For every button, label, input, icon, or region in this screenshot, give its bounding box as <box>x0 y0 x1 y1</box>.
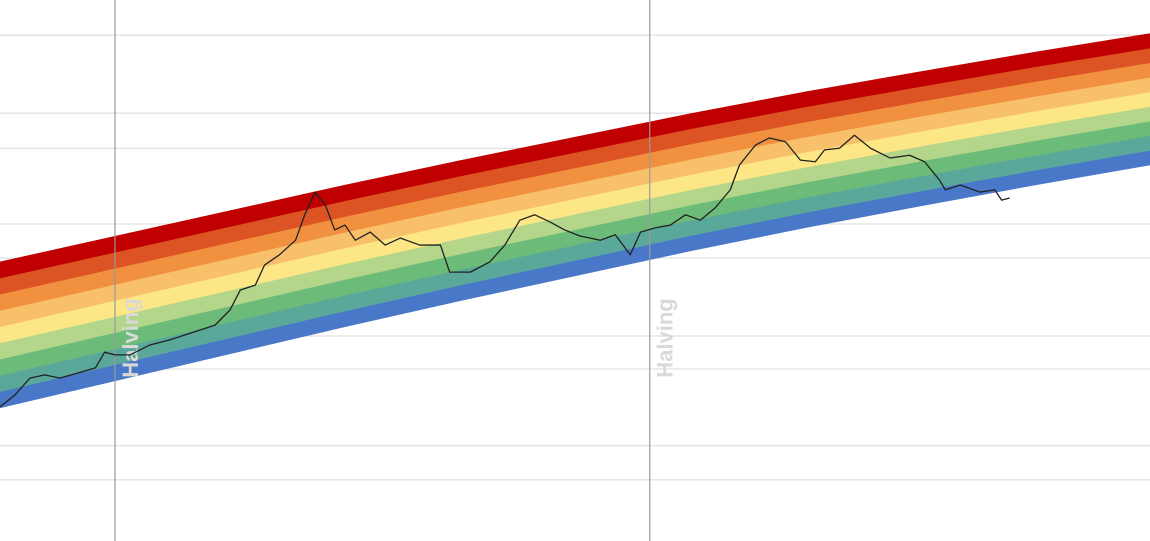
price-line <box>0 134 1010 408</box>
halving-label: Halving <box>653 298 678 377</box>
halving-label: Halving <box>118 298 143 377</box>
